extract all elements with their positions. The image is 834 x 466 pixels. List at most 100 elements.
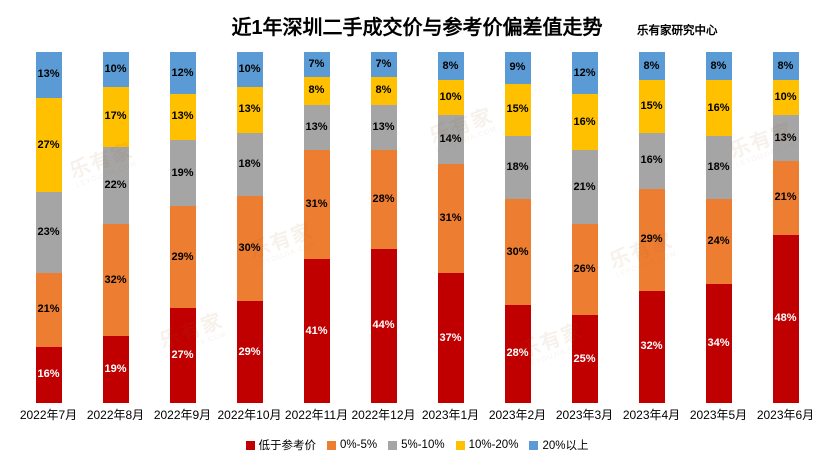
bar-segment: 28% [504,304,531,403]
bar-segment: 18% [236,132,263,196]
bar-column: 32% 29% 16% 15% 8% [618,52,685,403]
bar-segment: 32% [102,224,129,337]
segment-label: 9% [509,61,526,74]
segment-label: 16% [573,115,596,128]
plot-area: 16% 21% 23% 27% 13% 19% 32% 22% 17% 10% 27% 29% 19% 1… [15,52,819,403]
bar-segment: 17% [102,87,129,147]
bar-segment: 16% [571,94,598,151]
x-axis: 2022年7月 2022年8月 2022年9月 2022年10月 2022年11月 202… [15,406,819,422]
segment-label: 29% [171,250,194,263]
bar-segment: 27% [169,308,196,403]
bar-segment: 28% [370,150,397,249]
segment-label: 10% [774,91,797,104]
bar-segment: 37% [437,273,464,403]
segment-label: 21% [37,303,60,316]
bar-segment: 41% [303,259,330,403]
segment-label: 7% [375,57,392,70]
stacked-bar: 29% 30% 18% 13% 10% [236,52,263,403]
bar-segment: 21% [571,150,598,224]
source-label: 乐有家研究中心 [637,25,718,37]
x-tick-label: 2023年3月 [555,408,614,422]
segment-label: 18% [707,161,730,174]
segment-label: 10% [238,63,261,76]
stacked-bar: 44% 28% 13% 8% 7% [370,52,397,403]
bar-column: 25% 26% 21% 16% 12% [551,52,618,403]
bar-segment: 13% [303,104,330,151]
x-tick-label: 2022年7月 [19,408,78,422]
stacked-bar: 19% 32% 22% 17% 10% [102,52,129,403]
segment-label: 13% [37,68,60,81]
bar-segment: 16% [35,346,62,403]
legend-swatch [245,440,255,450]
bar-column: 44% 28% 13% 8% 7% [350,52,417,403]
segment-label: 28% [506,347,529,360]
bar-segment: 21% [35,273,62,347]
stacked-bar: 32% 29% 16% 15% 8% [638,52,665,403]
bar-column: 29% 30% 18% 13% 10% [216,52,283,403]
bar-segment: 8% [303,76,330,105]
chart-title: 近1年深圳二手成交价与参考价偏差值走势 [231,17,603,39]
segment-label: 22% [104,178,127,191]
x-tick-label: 2022年11月 [284,408,349,422]
legend: 低于参考价 0%-5% 5%-10% 10%-20% 20%以上 [0,437,834,453]
bar-segment: 8% [638,52,665,81]
bar-segment: 31% [303,150,330,260]
segment-label: 18% [506,161,529,174]
segment-label: 10% [104,63,127,76]
bar-segment: 31% [437,164,464,274]
legend-item: 0%-5% [327,439,377,451]
segment-label: 13% [774,131,797,144]
legend-swatch [455,440,465,450]
segment-label: 30% [506,245,529,258]
segment-label: 8% [442,59,459,72]
bar-segment: 23% [35,192,62,274]
legend-swatch [529,440,539,450]
bar-segment: 10% [236,52,263,88]
stacked-bar: 37% 31% 14% 10% 8% [437,52,464,403]
segment-label: 30% [238,242,261,255]
bar-column: 28% 30% 18% 15% 9% [484,52,551,403]
bar-segment: 27% [35,97,62,193]
legend-swatch [327,440,337,450]
segment-label: 25% [573,352,596,365]
bar-column: 41% 31% 13% 8% 7% [283,52,350,403]
bar-segment: 18% [504,136,531,200]
segment-label: 31% [439,212,462,225]
bar-segment: 13% [169,94,196,140]
segment-label: 13% [372,120,395,133]
segment-label: 27% [171,349,194,362]
bar-segment: 29% [169,206,196,309]
segment-label: 13% [171,110,194,123]
stacked-bar: 34% 24% 18% 16% 8% [705,52,732,403]
segment-label: 12% [573,66,596,79]
segment-label: 29% [238,345,261,358]
bar-segment: 12% [571,52,598,95]
stacked-bar: 27% 29% 19% 13% 12% [169,52,196,403]
segment-label: 15% [506,103,529,116]
bar-segment: 13% [772,115,799,161]
bar-segment: 10% [437,80,464,116]
segment-label: 10% [439,91,462,104]
segment-label: 19% [171,166,194,179]
segment-label: 34% [707,336,730,349]
bar-segment: 34% [705,283,732,403]
legend-label: 0%-5% [340,439,378,451]
bar-segment: 30% [236,195,263,302]
legend-item: 5%-10% [388,439,445,451]
segment-label: 8% [643,59,660,72]
stacked-bar: 48% 21% 13% 10% 8% [772,52,799,403]
bar-segment: 24% [705,199,732,284]
bar-column: 37% 31% 14% 10% 8% [417,52,484,403]
bar-segment: 14% [437,115,464,165]
legend-swatch [388,440,398,450]
bar-segment: 30% [504,199,531,305]
x-tick-label: 2022年8月 [86,408,145,422]
segment-label: 21% [774,191,797,204]
bar-column: 48% 21% 13% 10% 8% [752,52,819,403]
bar-segment: 8% [705,52,732,81]
bar-segment: 8% [437,52,464,81]
bar-segment: 21% [772,160,799,235]
segment-label: 13% [238,103,261,116]
segment-label: 48% [774,312,797,325]
legend-item: 10%-20% [455,439,518,451]
